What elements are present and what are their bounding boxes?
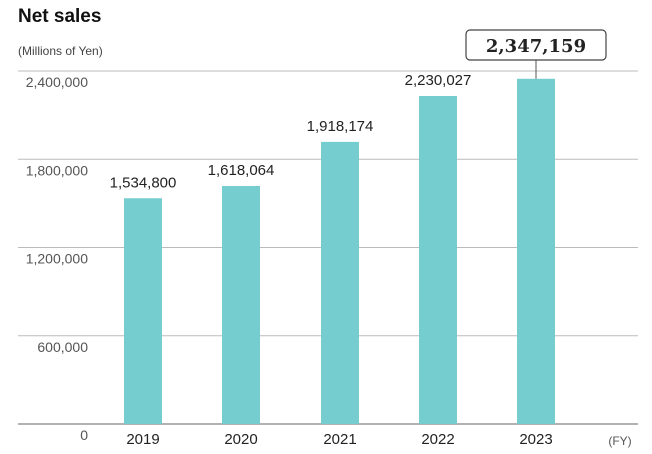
bar-2023 [517, 78, 555, 424]
y-tick-label: 2,400,000 [26, 74, 88, 90]
value-label-2023: 2,347,159 [486, 36, 586, 57]
value-label-2022: 2,230,027 [405, 72, 472, 89]
x-tick-label: 2020 [224, 431, 257, 448]
y-tick-label: 1,200,000 [26, 251, 88, 267]
y-tick-label: 1,800,000 [26, 162, 88, 178]
y-tick-label: 0 [80, 427, 88, 443]
x-tick-label: 2023 [519, 431, 552, 448]
value-label-2021: 1,918,174 [307, 118, 374, 135]
x-axis-suffix: (FY) [608, 434, 631, 448]
value-label-2019: 1,534,800 [110, 174, 177, 191]
bar-2020 [222, 186, 260, 424]
y-tick-label: 600,000 [37, 339, 88, 355]
callout-box [465, 29, 607, 61]
x-tick-label: 2022 [421, 431, 454, 448]
x-tick-label: 2019 [126, 431, 159, 448]
bar-2021 [321, 141, 359, 424]
bar-2019 [124, 198, 162, 424]
value-label-2020: 1,618,064 [208, 162, 275, 179]
x-tick-label: 2021 [323, 431, 356, 448]
unit-label: (Millions of Yen) [18, 44, 103, 58]
bar-2022 [419, 96, 457, 425]
chart-title: Net sales [18, 6, 102, 27]
